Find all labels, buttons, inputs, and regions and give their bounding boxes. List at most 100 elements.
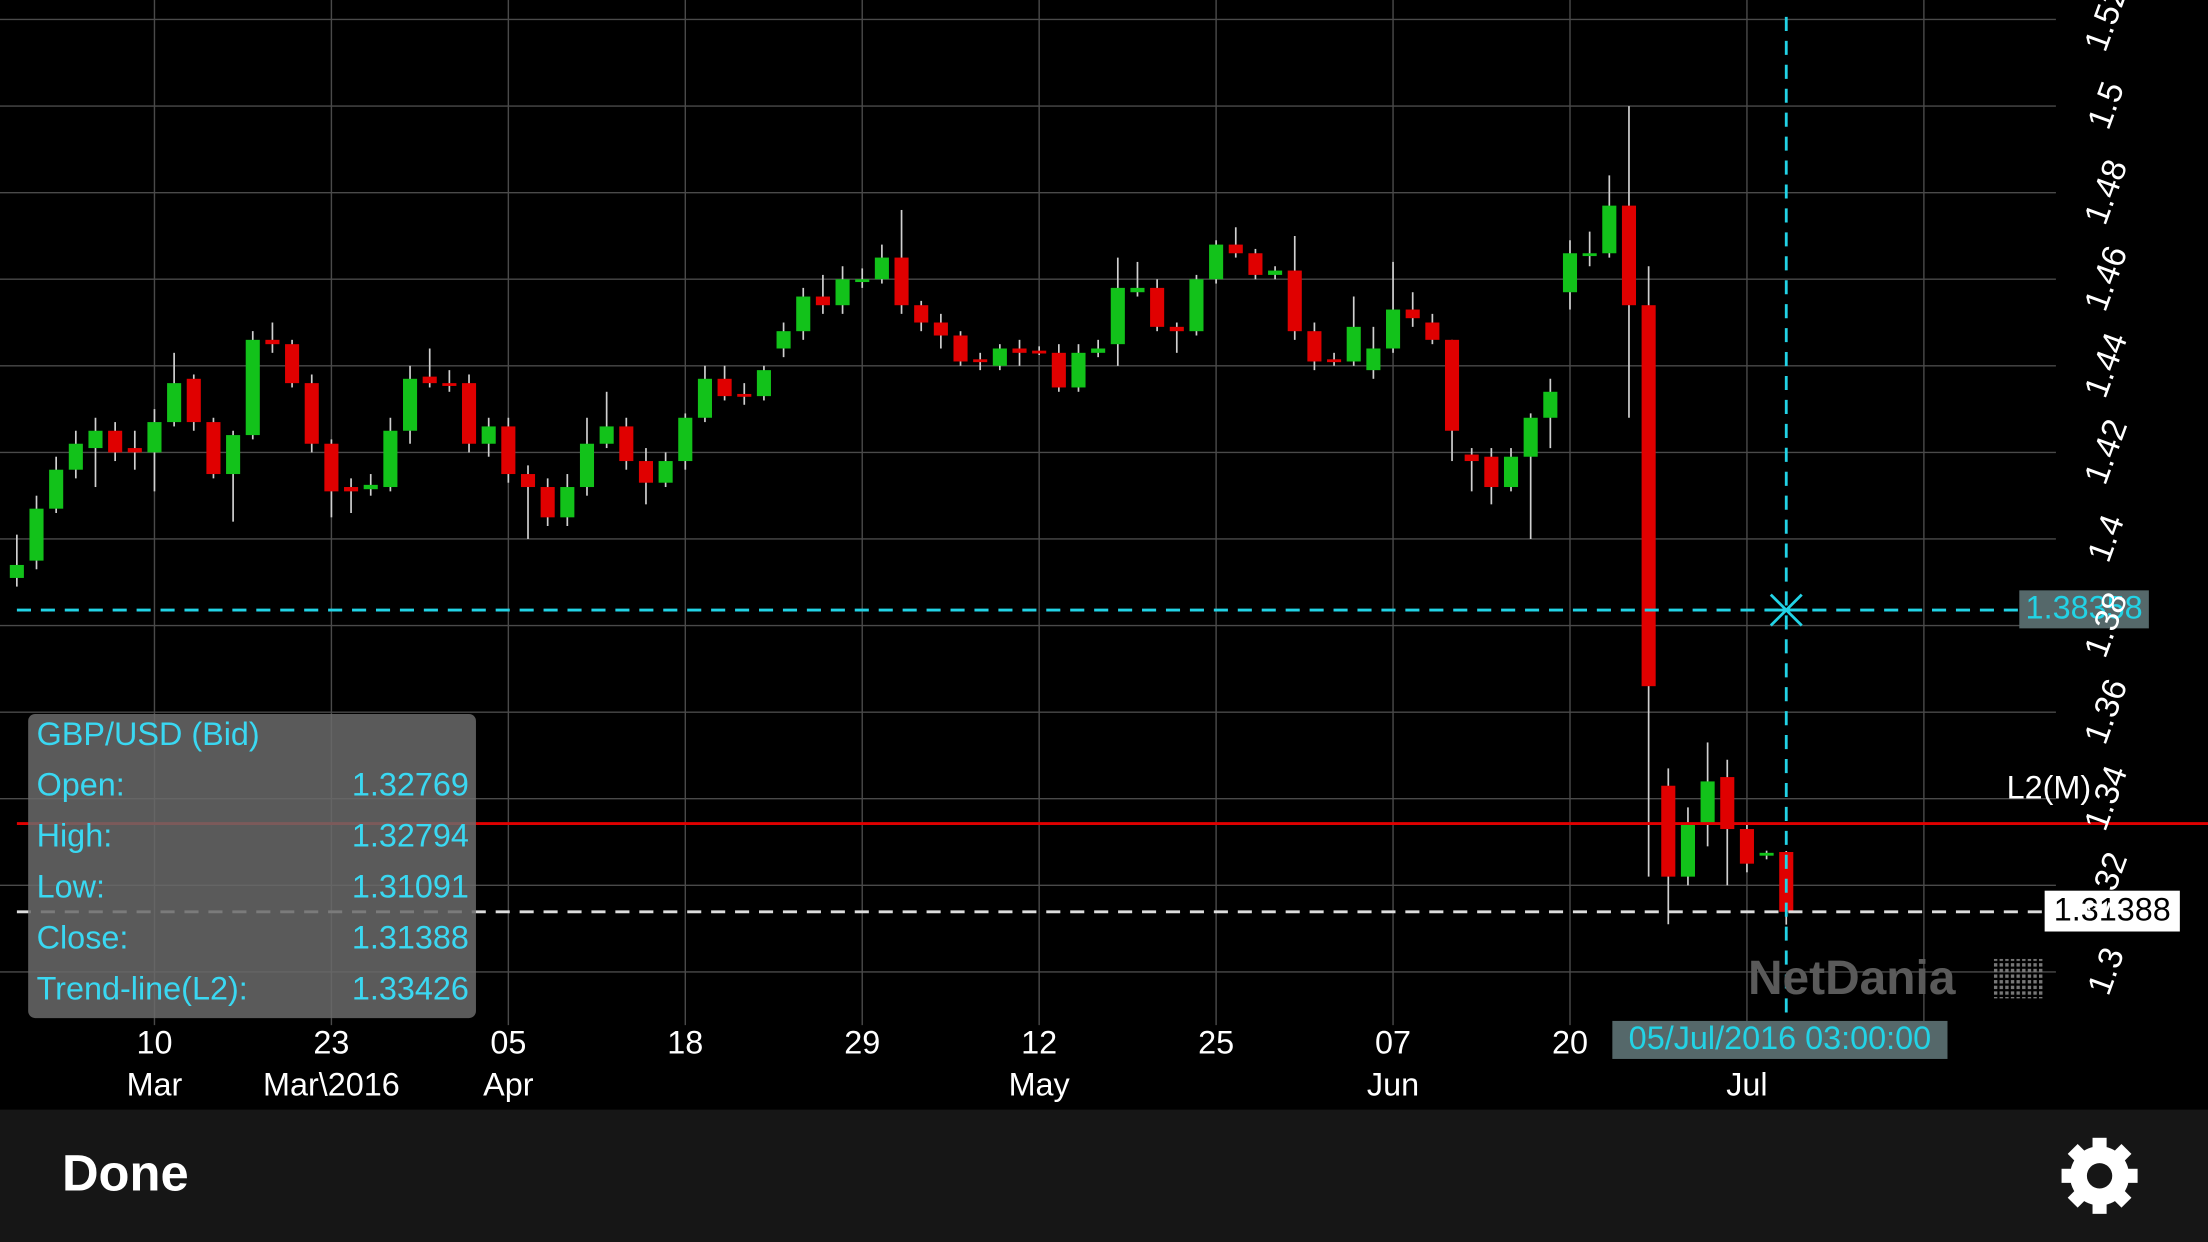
candle-body [619,426,634,462]
candle-body [1169,326,1184,332]
x-tick-month: Mar\2016 [263,1067,400,1103]
candle-body [914,305,929,323]
candle-body [1032,350,1047,354]
x-tick-label: 25 [1198,1024,1234,1060]
info-label: Open: [37,767,125,803]
crosshair-value-box [2019,590,2149,629]
candle-body [796,296,811,332]
candle-body [167,383,182,423]
candle-body [1484,456,1499,488]
candle-body [1130,287,1145,293]
info-value: 1.31091 [352,869,469,905]
candle-body [363,484,378,490]
candle-body [304,383,319,444]
x-tick-label: 10 [136,1024,172,1060]
x-tick-label: 18 [667,1024,703,1060]
x-tick-label: 12 [1021,1024,1057,1060]
gear-tooth [2092,1196,2107,1214]
candle-body [403,378,418,431]
candle-body [1444,339,1460,431]
candle-body [894,257,909,306]
candle-body [1287,270,1302,332]
crosshair-marker [1765,593,1808,627]
info-value: 1.33426 [352,971,469,1007]
candle-body [1189,279,1204,332]
candle-body [1464,454,1479,462]
candle-body [1091,348,1106,353]
candle-body [1248,253,1263,275]
candle-body [501,426,516,475]
candle-body [461,383,477,444]
candle-body [1110,287,1125,345]
candle-body [442,383,457,386]
x-tick-month: Jun [1367,1067,1419,1103]
bottom-bar [0,1109,2208,1242]
candle-body [874,257,889,280]
candle-body [1680,824,1695,877]
candle-body [520,474,536,488]
candle-body [1543,391,1558,418]
info-title: GBP/USD (Bid) [37,716,260,752]
watermark: NetDania [1748,952,1956,1005]
candle-body [1661,785,1676,877]
candle-body [1327,359,1342,363]
candle-body [1051,352,1066,388]
x-tick-month: Apr [483,1067,534,1103]
last-price-label: 1.31388 [2054,891,2171,927]
candle-body [245,339,260,436]
settings-button[interactable] [2061,1137,2138,1214]
gear-tooth [2067,1143,2090,1166]
x-tick-month: May [1009,1067,1071,1103]
candle-body [265,339,280,345]
candle-body [1523,417,1538,457]
candle-body [717,378,732,397]
candle-body [1700,781,1715,825]
candle-body [1562,253,1578,293]
candle-body [560,487,575,518]
x-tick-label: 20 [1552,1024,1588,1060]
candle-body [186,378,201,423]
x-tick-label: 23 [313,1024,349,1060]
candle-body [638,461,654,483]
gear-hole [2086,1163,2113,1189]
candle-body [1228,244,1243,254]
candle-body [540,487,555,518]
info-label: Trend-line(L2): [37,971,248,1007]
candle-body [226,435,241,475]
crosshair-date-label: 05/Jul/2016 03:00:00 [1629,1020,1931,1056]
candle-body [324,443,339,492]
x-tick-month: Mar [127,1067,183,1103]
x-tick-label: 29 [844,1024,880,1060]
candle-body [1405,309,1420,319]
candle-body [1012,348,1027,353]
candle-body [1720,777,1735,830]
gear-tooth [2061,1168,2079,1183]
candle-body [678,417,693,462]
done-button[interactable]: Done [62,1145,189,1202]
candles [9,106,1794,925]
candle-body [953,335,968,362]
info-label: Low: [37,869,105,905]
candle-body [815,296,830,306]
watermark-logo [1992,958,2044,999]
candle-body [835,279,850,306]
info-panel: GBP/USD (Bid) Open: 1.32769 High: 1.32794 Lo… [28,713,476,1019]
candle-body [599,426,614,444]
candle-body [1425,322,1440,340]
candle-body [1307,331,1322,362]
candle-body [147,422,162,453]
candle-body [1602,205,1617,254]
candle-body [737,393,752,397]
candle-body [29,508,44,561]
x-tick-label: 07 [1375,1024,1411,1060]
gear-tooth [2092,1137,2107,1155]
candle-body [88,430,103,449]
candle-body [1268,270,1283,275]
candle-body [1366,348,1381,371]
candle-body [206,422,221,475]
info-panel-bg [28,713,476,1019]
info-value: 1.32794 [352,818,469,854]
candle-body [1582,253,1597,257]
info-label: Close: [37,920,129,956]
